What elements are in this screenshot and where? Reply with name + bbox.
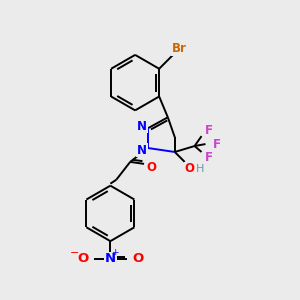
Text: H: H [196,164,205,174]
Text: +: + [112,248,119,256]
Text: O: O [184,162,195,175]
Text: O: O [77,253,88,266]
Text: F: F [205,124,212,137]
Text: N: N [137,120,147,133]
Text: N: N [105,253,116,266]
Text: F: F [205,152,212,164]
Text: −: − [70,248,80,258]
Text: Br: Br [172,42,186,56]
Text: N: N [137,143,147,157]
Text: O: O [146,161,156,174]
Text: F: F [213,138,221,151]
Text: O: O [133,253,144,266]
